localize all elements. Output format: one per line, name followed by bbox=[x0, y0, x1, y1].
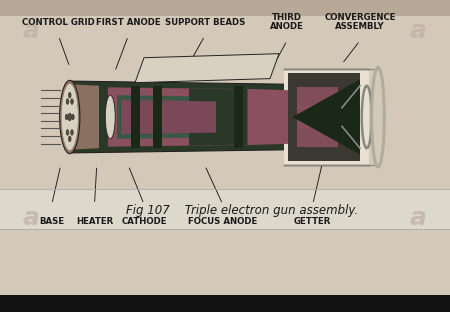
Ellipse shape bbox=[68, 136, 71, 142]
Text: a: a bbox=[23, 19, 40, 43]
Text: CONTROL GRID: CONTROL GRID bbox=[22, 17, 95, 27]
Polygon shape bbox=[70, 84, 99, 150]
Text: FIRST ANODE: FIRST ANODE bbox=[96, 17, 161, 27]
Text: CATHODE: CATHODE bbox=[121, 217, 167, 226]
Text: FOCUS ANODE: FOCUS ANODE bbox=[188, 217, 257, 226]
Bar bbox=[0, 189, 450, 229]
Text: a: a bbox=[410, 207, 427, 230]
Ellipse shape bbox=[68, 92, 71, 98]
Polygon shape bbox=[108, 87, 234, 147]
Ellipse shape bbox=[71, 99, 73, 105]
Ellipse shape bbox=[71, 129, 73, 135]
Text: Fig 107    Triple electron gun assembly.: Fig 107 Triple electron gun assembly. bbox=[126, 204, 358, 217]
Polygon shape bbox=[135, 54, 279, 83]
Text: alamy - 2ABB6AJ: alamy - 2ABB6AJ bbox=[181, 298, 269, 308]
Polygon shape bbox=[72, 81, 288, 153]
Bar bbox=[297, 125, 338, 147]
Ellipse shape bbox=[66, 129, 69, 135]
Ellipse shape bbox=[65, 114, 68, 120]
Bar bbox=[0, 0, 450, 16]
Bar bbox=[297, 87, 338, 109]
Text: BASE: BASE bbox=[39, 217, 64, 226]
Polygon shape bbox=[189, 88, 248, 146]
Text: HEATER: HEATER bbox=[76, 217, 113, 226]
Text: CONVERGENCE
ASSEMBLY: CONVERGENCE ASSEMBLY bbox=[324, 12, 396, 31]
Ellipse shape bbox=[61, 84, 78, 151]
Polygon shape bbox=[117, 95, 225, 139]
Ellipse shape bbox=[105, 95, 115, 139]
Text: GETTER: GETTER bbox=[294, 217, 332, 226]
Bar bbox=[297, 106, 338, 128]
Polygon shape bbox=[122, 100, 216, 134]
Bar bbox=[234, 86, 243, 148]
Bar bbox=[153, 86, 162, 148]
Text: alamy: alamy bbox=[178, 111, 272, 139]
Ellipse shape bbox=[68, 113, 72, 121]
Bar bbox=[284, 69, 369, 165]
Text: SUPPORT BEADS: SUPPORT BEADS bbox=[165, 17, 245, 27]
Text: THIRD
ANODE: THIRD ANODE bbox=[270, 12, 304, 31]
Polygon shape bbox=[292, 80, 360, 154]
Ellipse shape bbox=[59, 80, 80, 154]
Bar bbox=[0, 295, 450, 312]
Bar bbox=[288, 73, 360, 161]
Text: a: a bbox=[410, 19, 427, 43]
Ellipse shape bbox=[72, 114, 74, 120]
Polygon shape bbox=[248, 89, 288, 145]
Bar bbox=[130, 86, 140, 148]
Ellipse shape bbox=[66, 99, 69, 105]
Text: a: a bbox=[23, 207, 40, 230]
